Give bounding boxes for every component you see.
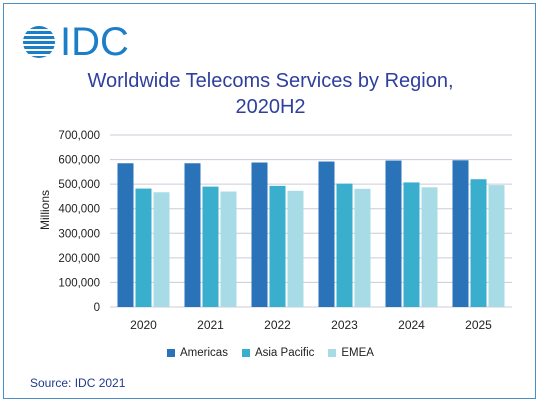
- legend-item: Americas: [167, 347, 228, 359]
- bar-asia-pacific-2025: [470, 179, 487, 307]
- chart-title-line-1: Worldwide Telecoms Services by Region,: [87, 70, 454, 92]
- legend-swatch: [241, 349, 250, 357]
- bar-asia-pacific-2024: [403, 182, 420, 307]
- idc-logo: IDC: [22, 22, 129, 62]
- bar-americas-2024: [385, 160, 402, 307]
- x-tick-label: 2022: [264, 318, 291, 332]
- legend-label: EMEA: [341, 347, 374, 359]
- y-tick-label: 0: [94, 302, 100, 314]
- legend-swatch: [167, 349, 176, 357]
- x-tick-label: 2025: [465, 318, 492, 332]
- bar-americas-2023: [318, 161, 335, 307]
- y-axis-label: Millions: [38, 190, 52, 230]
- bar-americas-2022: [251, 162, 268, 307]
- bars: [117, 160, 505, 307]
- bar-asia-pacific-2020: [135, 188, 152, 307]
- legend-item: EMEA: [328, 347, 374, 359]
- legend-swatch: [328, 349, 337, 357]
- globe-icon: [23, 26, 55, 58]
- bar-asia-pacific-2023: [336, 183, 353, 307]
- bar-emea-2021: [220, 191, 237, 307]
- x-axis-ticks: 2020 2021 2022 2023 2024 2025: [130, 318, 492, 332]
- y-tick-label: 500,000: [58, 179, 100, 191]
- bar-americas-2021: [184, 163, 201, 307]
- legend-label: Asia Pacific: [254, 347, 315, 359]
- legend-label: Americas: [180, 347, 228, 359]
- y-axis-ticks: 0 100,000 200,000 300,000 400,000 500,000 600,…: [58, 130, 100, 314]
- bar-americas-2025: [452, 160, 469, 307]
- source-note: Source: IDC 2021: [30, 376, 126, 390]
- x-tick-label: 2020: [130, 318, 157, 332]
- bar-asia-pacific-2021: [202, 186, 219, 307]
- x-tick-label: 2023: [331, 318, 358, 332]
- bar-emea-2020: [153, 192, 170, 307]
- x-tick-label: 2024: [398, 318, 425, 332]
- y-tick-label: 400,000: [58, 204, 100, 216]
- bar-emea-2023: [354, 188, 371, 307]
- y-tick-label: 700,000: [58, 130, 100, 142]
- bar-emea-2024: [421, 187, 438, 307]
- y-tick-label: 600,000: [58, 155, 100, 167]
- bar-asia-pacific-2022: [269, 185, 286, 307]
- chart-title-line-2: 2020H2: [235, 96, 306, 118]
- legend: Americas Asia Pacific EMEA: [0, 347, 541, 359]
- y-tick-label: 200,000: [58, 253, 100, 265]
- y-tick-label: 100,000: [58, 277, 100, 289]
- bar-emea-2025: [488, 185, 505, 307]
- y-tick-label: 300,000: [58, 228, 100, 240]
- x-tick-label: 2021: [197, 318, 224, 332]
- gridlines: [110, 134, 512, 308]
- bar-americas-2020: [117, 163, 134, 307]
- bar-emea-2022: [287, 190, 304, 307]
- logo-text: IDC: [60, 20, 129, 64]
- legend-item: Asia Pacific: [241, 347, 315, 359]
